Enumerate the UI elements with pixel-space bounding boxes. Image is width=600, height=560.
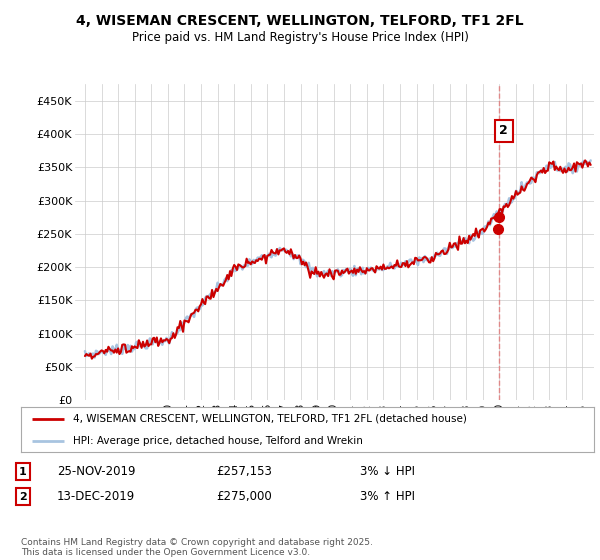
Text: 4, WISEMAN CRESCENT, WELLINGTON, TELFORD, TF1 2FL (detached house): 4, WISEMAN CRESCENT, WELLINGTON, TELFORD… — [73, 414, 466, 424]
Text: 1: 1 — [19, 466, 26, 477]
Text: 3% ↓ HPI: 3% ↓ HPI — [360, 465, 415, 478]
Text: Price paid vs. HM Land Registry's House Price Index (HPI): Price paid vs. HM Land Registry's House … — [131, 31, 469, 44]
Text: 2: 2 — [19, 492, 26, 502]
Text: 4, WISEMAN CRESCENT, WELLINGTON, TELFORD, TF1 2FL: 4, WISEMAN CRESCENT, WELLINGTON, TELFORD… — [76, 14, 524, 28]
Text: 2: 2 — [499, 124, 508, 137]
Text: £257,153: £257,153 — [216, 465, 272, 478]
Text: HPI: Average price, detached house, Telford and Wrekin: HPI: Average price, detached house, Telf… — [73, 436, 362, 446]
Text: 13-DEC-2019: 13-DEC-2019 — [57, 490, 135, 503]
Text: Contains HM Land Registry data © Crown copyright and database right 2025.
This d: Contains HM Land Registry data © Crown c… — [21, 538, 373, 557]
Text: £275,000: £275,000 — [216, 490, 272, 503]
Text: 25-NOV-2019: 25-NOV-2019 — [57, 465, 136, 478]
Text: 3% ↑ HPI: 3% ↑ HPI — [360, 490, 415, 503]
